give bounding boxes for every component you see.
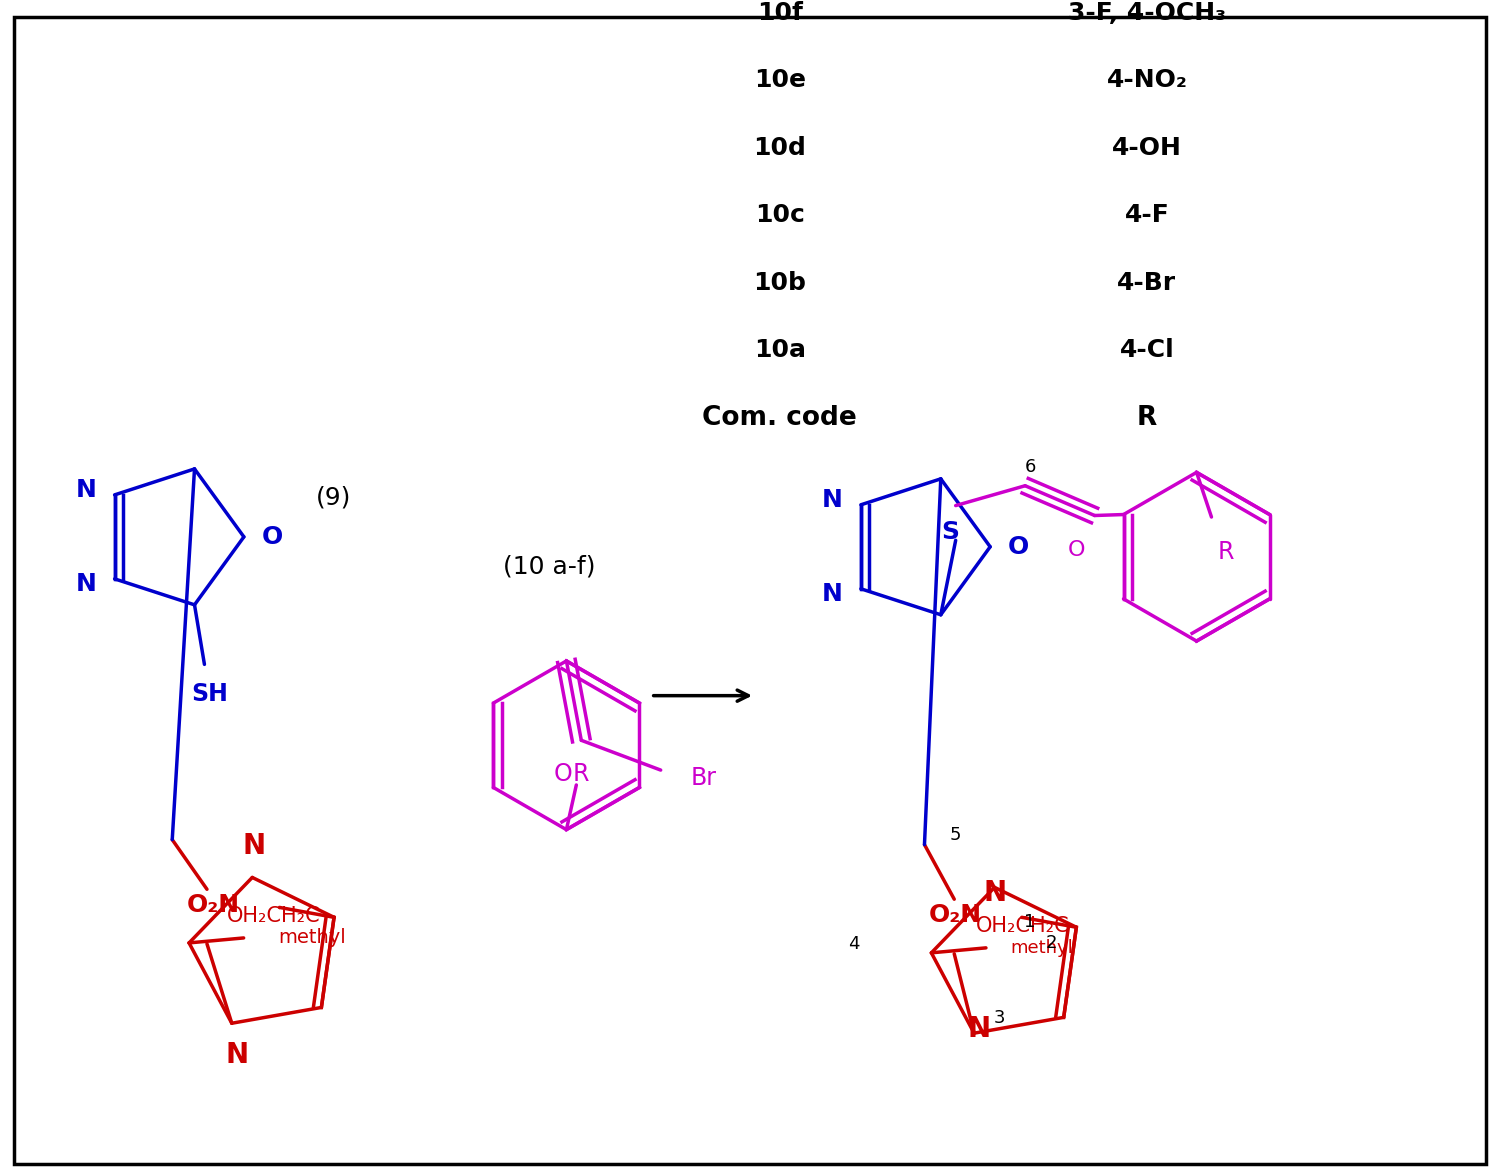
Text: Com. code: Com. code [702,404,856,431]
Text: 4-Cl: 4-Cl [1119,339,1174,362]
Text: S: S [942,520,960,545]
Text: 1: 1 [1024,913,1035,931]
Text: 4: 4 [849,935,859,953]
Text: (9): (9) [315,485,351,509]
Text: N: N [822,488,843,512]
Text: 4-NO₂: 4-NO₂ [1107,68,1188,93]
Text: N: N [243,832,266,859]
Text: N: N [822,581,843,606]
Text: R: R [1218,540,1234,564]
Text: methyl: methyl [279,928,346,947]
Text: O₂N: O₂N [928,904,982,927]
Text: O₂N: O₂N [186,893,240,918]
Text: 5: 5 [950,826,962,844]
Text: N: N [968,1015,990,1043]
Text: 10b: 10b [753,271,806,295]
Text: R: R [1137,404,1156,431]
Text: N: N [76,572,98,595]
Text: OH₂CH₂C: OH₂CH₂C [976,917,1070,936]
Text: 3: 3 [994,1009,1005,1028]
Text: 10e: 10e [754,68,806,93]
Text: N: N [225,1041,249,1069]
Text: (10 a-f): (10 a-f) [504,554,596,579]
Text: 10f: 10f [758,1,802,25]
Text: N: N [76,478,98,502]
Text: N: N [982,879,1006,907]
Text: 2: 2 [1046,934,1058,952]
Text: 4-F: 4-F [1125,203,1170,227]
Text: 6: 6 [1024,458,1036,476]
Text: R: R [573,762,590,786]
Text: 4-Br: 4-Br [1118,271,1176,295]
Text: SH: SH [190,682,228,707]
Text: Br: Br [690,766,717,790]
Text: O: O [554,762,573,786]
Text: OH₂CH₂C: OH₂CH₂C [226,906,321,926]
Text: 10d: 10d [753,136,806,159]
Text: 10a: 10a [754,339,806,362]
Text: O: O [1068,540,1086,560]
Text: methyl: methyl [1011,939,1074,956]
Text: 3-F, 4-OCH₃: 3-F, 4-OCH₃ [1068,1,1226,25]
Text: O: O [261,525,284,548]
Text: 4-OH: 4-OH [1112,136,1182,159]
Text: O: O [1008,534,1029,559]
Text: 10c: 10c [754,203,804,227]
